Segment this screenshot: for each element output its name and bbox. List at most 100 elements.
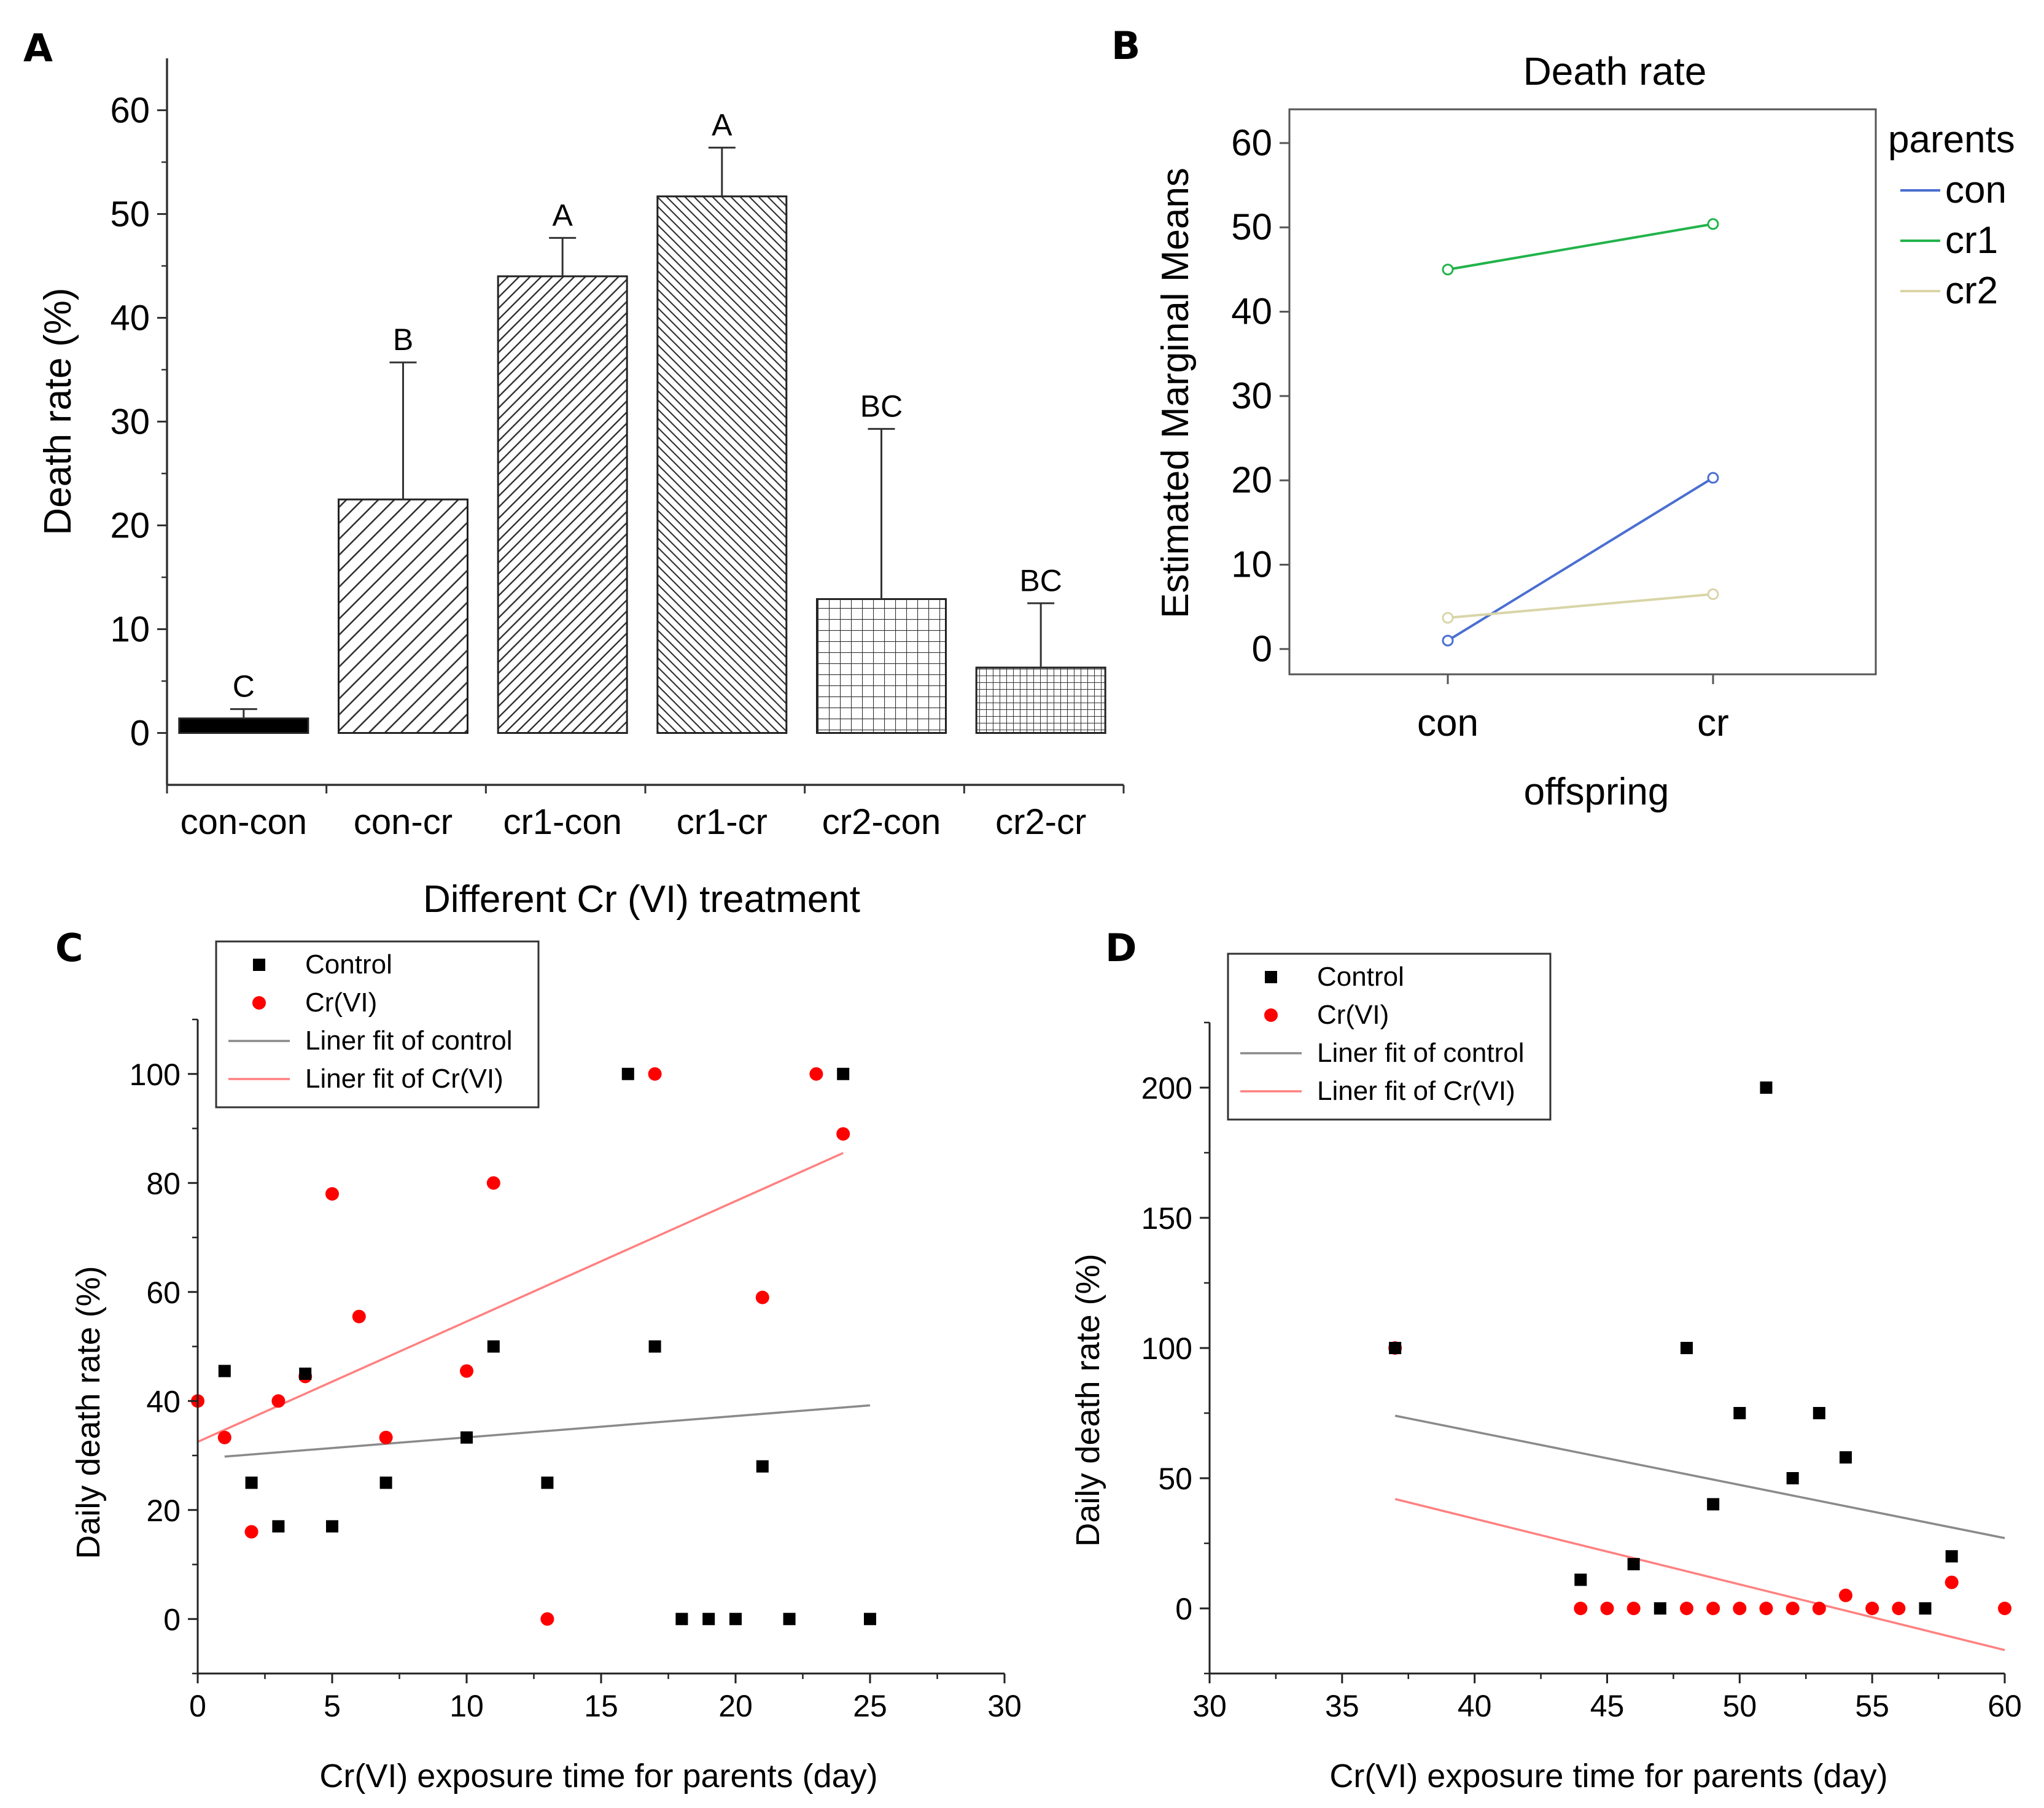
control-point bbox=[729, 1613, 742, 1626]
panel-d-scatter-chart: 30 35 40 45 50 55 60 0 50 100 150 200 Control Cr(VI)… bbox=[1070, 953, 2022, 1794]
legend-marker-crvi bbox=[252, 996, 266, 1010]
control-point bbox=[1681, 1342, 1693, 1354]
y-tick-label: 40 bbox=[1231, 291, 1272, 332]
control-point bbox=[326, 1520, 338, 1533]
x-tick-label-con-cr: con-cr bbox=[354, 802, 453, 842]
crvi-point bbox=[1600, 1602, 1614, 1615]
bar-cr1-con bbox=[497, 275, 628, 734]
x-tick-label-cr2-cr: cr2-cr bbox=[995, 802, 1086, 842]
legend-label-cr1: cr1 bbox=[1945, 219, 1998, 262]
x-tick-label-cr: cr bbox=[1697, 702, 1729, 744]
control-point bbox=[1945, 1550, 1958, 1563]
y-tick-label: 10 bbox=[110, 610, 150, 650]
control-point bbox=[702, 1613, 715, 1626]
legend-label: Liner fit of control bbox=[305, 1026, 513, 1056]
x-tick-label: 55 bbox=[1855, 1689, 1889, 1723]
control-point bbox=[1627, 1557, 1640, 1570]
control-point bbox=[541, 1476, 554, 1489]
y-tick-label: 100 bbox=[1141, 1331, 1192, 1366]
x-tick-label: 30 bbox=[987, 1689, 1022, 1723]
control-point bbox=[675, 1613, 688, 1626]
x-tick-label-con: con bbox=[1417, 702, 1479, 744]
fit-line-control bbox=[1394, 1414, 2005, 1540]
control-point bbox=[1919, 1602, 1932, 1615]
control-point bbox=[621, 1067, 634, 1080]
y-tick-label: 0 bbox=[163, 1602, 181, 1637]
crvi-point bbox=[755, 1290, 769, 1304]
control-point bbox=[1786, 1472, 1799, 1484]
panel-c-ylabel: Daily death rate (%) bbox=[70, 1266, 107, 1559]
x-tick-label: 35 bbox=[1325, 1689, 1359, 1723]
crvi-point bbox=[1680, 1602, 1693, 1615]
legend-label: Control bbox=[305, 949, 392, 980]
legend-marker-control bbox=[253, 959, 265, 971]
crvi-point bbox=[648, 1067, 662, 1081]
crvi-point bbox=[836, 1127, 850, 1141]
control-point bbox=[460, 1431, 473, 1444]
panel-label-c: C bbox=[55, 925, 84, 970]
bar-cr2-con bbox=[816, 598, 947, 734]
legend-label: Liner fit of Cr(VI) bbox=[305, 1064, 503, 1094]
crvi-point bbox=[217, 1430, 231, 1444]
crvi-point bbox=[1812, 1602, 1826, 1615]
panel-a-xlabel: Different Cr (VI) treatment bbox=[423, 878, 860, 921]
fit-line-crvi bbox=[1394, 1498, 2005, 1651]
panel-b-plot-frame bbox=[1288, 108, 1877, 676]
crvi-point bbox=[540, 1612, 554, 1626]
panel-c-scatter-chart: 0 5 10 15 20 25 30 0 20 40 60 80 100 Control Cr(VI) Li… bbox=[70, 940, 1022, 1794]
y-tick-label: 60 bbox=[110, 91, 150, 131]
legend-marker-crvi bbox=[1264, 1008, 1278, 1022]
y-tick-label: 100 bbox=[130, 1058, 181, 1092]
control-point bbox=[756, 1460, 769, 1473]
x-tick-label: 30 bbox=[1192, 1689, 1227, 1723]
control-point bbox=[272, 1520, 285, 1533]
significance-letter-cr1-con: A bbox=[552, 198, 573, 232]
point-cr2-cr bbox=[1707, 588, 1719, 601]
x-tick-label: 10 bbox=[449, 1689, 484, 1723]
y-tick-label: 30 bbox=[1231, 375, 1272, 416]
crvi-point bbox=[486, 1176, 500, 1190]
fit-line-control bbox=[224, 1404, 871, 1458]
control-point bbox=[379, 1476, 392, 1489]
y-tick-label: 40 bbox=[146, 1384, 181, 1419]
x-tick-label-cr2-con: cr2-con bbox=[822, 802, 941, 842]
x-tick-label: 40 bbox=[1458, 1689, 1492, 1723]
x-tick-label: 50 bbox=[1723, 1689, 1757, 1723]
crvi-point bbox=[1945, 1575, 1959, 1589]
y-tick-label: 10 bbox=[1231, 544, 1272, 585]
crvi-point bbox=[1759, 1602, 1773, 1615]
crvi-point bbox=[1626, 1602, 1641, 1615]
legend-title: parents bbox=[1888, 119, 2015, 161]
control-point bbox=[1813, 1407, 1825, 1419]
crvi-point bbox=[1892, 1602, 1906, 1615]
bar-cr2-cr bbox=[975, 666, 1106, 734]
crvi-point bbox=[1786, 1602, 1800, 1615]
significance-letter-con-cr: B bbox=[393, 322, 413, 357]
control-point bbox=[1707, 1498, 1720, 1511]
control-point bbox=[783, 1613, 796, 1626]
legend-label: Control bbox=[1317, 962, 1404, 992]
y-tick-label: 60 bbox=[146, 1276, 181, 1310]
point-cr1-con bbox=[1442, 263, 1454, 276]
y-tick-label: 30 bbox=[110, 402, 150, 442]
legend-label-con: con bbox=[1945, 169, 2007, 211]
panel-d-xlabel: Cr(VI) exposure time for parents (day) bbox=[1329, 1758, 1887, 1794]
panel-label-a: A bbox=[23, 26, 53, 71]
control-point bbox=[1389, 1342, 1402, 1354]
x-tick-label-con-con: con-con bbox=[181, 802, 307, 842]
crvi-point bbox=[1865, 1602, 1879, 1615]
x-tick-label: 0 bbox=[189, 1689, 206, 1723]
panel-label-b: B bbox=[1111, 23, 1140, 68]
panel-d-ylabel: Daily death rate (%) bbox=[1070, 1253, 1106, 1546]
control-point bbox=[1653, 1602, 1666, 1615]
crvi-point bbox=[1574, 1602, 1588, 1615]
y-tick-label: 0 bbox=[1175, 1592, 1192, 1626]
legend-marker-control bbox=[1265, 971, 1277, 983]
significance-letter-cr2-cr: BC bbox=[1019, 563, 1062, 598]
bar-cr1-cr bbox=[656, 195, 788, 734]
y-tick-label: 40 bbox=[110, 298, 150, 338]
y-tick-label: 80 bbox=[146, 1166, 181, 1201]
x-tick-label-cr1-con: cr1-con bbox=[503, 802, 621, 842]
crvi-point bbox=[809, 1067, 823, 1081]
y-tick-label: 60 bbox=[1231, 122, 1272, 163]
